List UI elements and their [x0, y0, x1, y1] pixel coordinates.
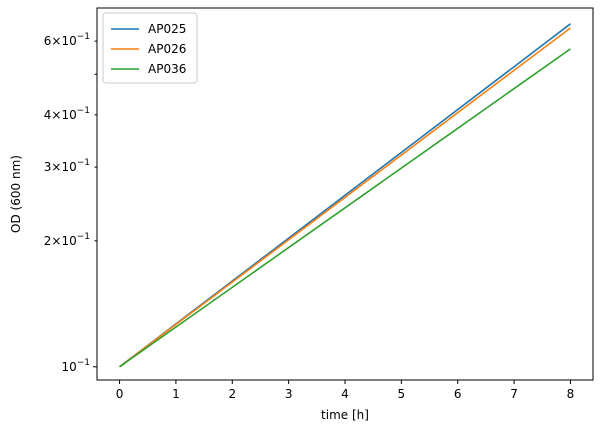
x-tick-label: 4 [341, 387, 349, 401]
x-tick-label: 7 [510, 387, 518, 401]
y-tick-label: 3×10−1 [44, 158, 90, 174]
plot-lines [119, 23, 571, 368]
y-tick-label: 6×10−1 [44, 32, 90, 48]
legend: AP025 AP026 AP036 [102, 12, 198, 84]
y-tick-label: 10−1 [61, 358, 90, 374]
y-tick-label: 2×10−1 [44, 232, 90, 248]
x-tick-label: 0 [116, 387, 124, 401]
x-tick-label: 6 [454, 387, 462, 401]
legend-box [102, 12, 198, 84]
x-axis-label: time [h] [321, 408, 369, 422]
legend-label: AP026 [148, 42, 186, 56]
x-tick-label: 5 [398, 387, 406, 401]
y-axis-label: OD (600 nm) [9, 155, 23, 233]
x-tick-label: 2 [228, 387, 236, 401]
y-tick-label: 4×10−1 [44, 106, 90, 122]
legend-label: AP025 [148, 22, 186, 36]
y-axis: 10−1 2×10−1 3×10−1 4×10−1 6×10−1 [44, 32, 97, 374]
legend-label: AP036 [148, 62, 186, 76]
series-line-ap036 [119, 48, 571, 368]
x-axis: 0 1 2 3 4 5 6 7 8 [116, 380, 575, 401]
series-line-ap026 [119, 27, 571, 368]
x-tick-label: 8 [567, 387, 575, 401]
x-tick-label: 3 [285, 387, 293, 401]
x-tick-label: 1 [172, 387, 180, 401]
